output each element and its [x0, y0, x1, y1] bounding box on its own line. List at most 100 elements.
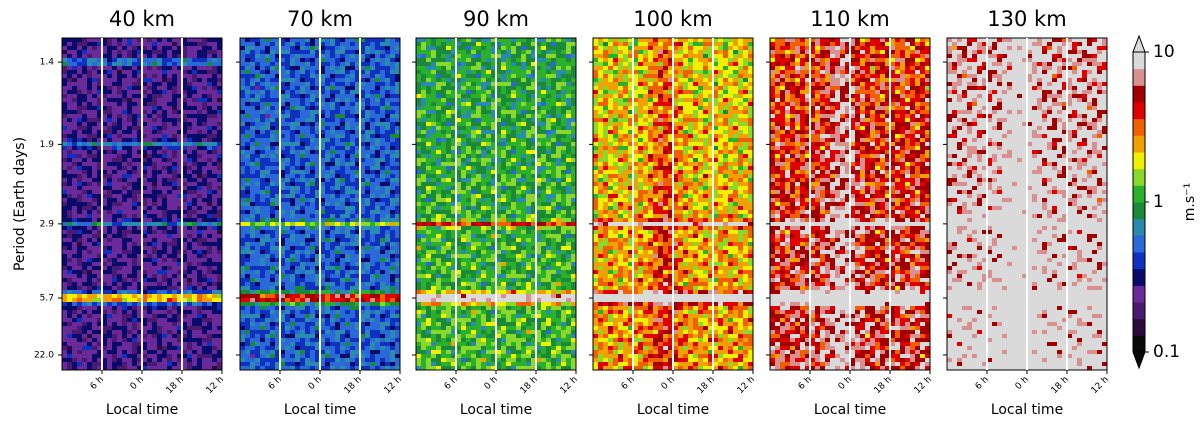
- heatmap-cell: [280, 214, 285, 218]
- heatmap-cell: [365, 114, 370, 118]
- heatmap-cell: [305, 166, 310, 170]
- heatmap-cell: [360, 238, 365, 242]
- heatmap-cell: [345, 130, 350, 134]
- heatmap-cell: [142, 162, 147, 166]
- heatmap-cell: [147, 122, 152, 126]
- heatmap-cell: [197, 170, 202, 174]
- heatmap-cell: [112, 202, 117, 206]
- heatmap-cell: [375, 178, 380, 182]
- heatmap-cell: [207, 278, 212, 282]
- heatmap-cell: [340, 102, 345, 106]
- heatmap-cell: [320, 130, 325, 134]
- heatmap-cell: [67, 294, 72, 298]
- heatmap-cell: [285, 226, 290, 230]
- heatmap-cell: [260, 318, 265, 322]
- heatmap-cell: [87, 258, 92, 262]
- heatmap-cell: [67, 98, 72, 102]
- heatmap-cell: [102, 126, 107, 130]
- heatmap-cell: [87, 170, 92, 174]
- heatmap-cell: [212, 242, 217, 246]
- heatmap-cell: [152, 346, 157, 350]
- heatmap-cell: [162, 246, 167, 250]
- heatmap-cell: [72, 250, 77, 254]
- heatmap-cell: [77, 114, 82, 118]
- heatmap-cell: [260, 270, 265, 274]
- heatmap-cell: [127, 146, 132, 150]
- heatmap-cell: [212, 278, 217, 282]
- heatmap-cell: [370, 282, 375, 286]
- heatmap-cell: [142, 114, 147, 118]
- heatmap-cell: [67, 130, 72, 134]
- heatmap-cell: [117, 234, 122, 238]
- heatmap-cell: [365, 66, 370, 70]
- heatmap-cell: [375, 66, 380, 70]
- heatmap-cell: [315, 158, 320, 162]
- heatmap-cell: [270, 62, 275, 66]
- heatmap-cell: [182, 354, 187, 358]
- heatmap-cell: [270, 274, 275, 278]
- heatmap-cell: [390, 90, 395, 94]
- heatmap-cell: [265, 170, 270, 174]
- heatmap-cell: [197, 294, 202, 298]
- heatmap-cell: [345, 286, 350, 290]
- heatmap-cell: [380, 58, 385, 62]
- heatmap-cell: [395, 82, 400, 86]
- heatmap-cell: [117, 230, 122, 234]
- heatmap-cell: [350, 58, 355, 62]
- heatmap-cell: [305, 94, 310, 98]
- heatmap-cell: [330, 310, 335, 314]
- heatmap-cell: [320, 318, 325, 322]
- heatmap-cell: [177, 342, 182, 346]
- heatmap-cell: [217, 138, 222, 142]
- heatmap-cell: [275, 126, 280, 130]
- heatmap-cell: [162, 90, 167, 94]
- heatmap-cell: [167, 94, 172, 98]
- heatmap-cell: [102, 186, 107, 190]
- heatmap-cell: [395, 106, 400, 110]
- heatmap-cell: [295, 214, 300, 218]
- heatmap-cell: [315, 166, 320, 170]
- heatmap-cell: [97, 170, 102, 174]
- heatmap-cell: [365, 110, 370, 114]
- heatmap-cell: [162, 70, 167, 74]
- heatmap-cell: [305, 226, 310, 230]
- heatmap-cell: [245, 302, 250, 306]
- heatmap-cell: [285, 154, 290, 158]
- heatmap-cell: [207, 362, 212, 366]
- heatmap-cell: [212, 130, 217, 134]
- heatmap-cell: [280, 90, 285, 94]
- heatmap-cell: [132, 330, 137, 334]
- heatmap-cell: [365, 246, 370, 250]
- heatmap-cell: [82, 86, 87, 90]
- heatmap-cell: [147, 146, 152, 150]
- heatmap-cell: [157, 122, 162, 126]
- heatmap-cell: [82, 194, 87, 198]
- heatmap-cell: [127, 298, 132, 302]
- heatmap-cell: [182, 222, 187, 226]
- heatmap-cell: [385, 174, 390, 178]
- heatmap-cell: [122, 250, 127, 254]
- heatmap-cell: [250, 218, 255, 222]
- heatmap-cell: [212, 290, 217, 294]
- heatmap-cell: [395, 238, 400, 242]
- heatmap-cell: [265, 294, 270, 298]
- heatmap-cell: [300, 250, 305, 254]
- heatmap-cell: [375, 286, 380, 290]
- heatmap-cell: [107, 354, 112, 358]
- heatmap-cell: [350, 314, 355, 318]
- heatmap-cell: [197, 90, 202, 94]
- heatmap-cell: [152, 74, 157, 78]
- heatmap-cell: [177, 202, 182, 206]
- heatmap-cell: [77, 286, 82, 290]
- heatmap-cell: [295, 90, 300, 94]
- heatmap-cell: [380, 98, 385, 102]
- heatmap-cell: [127, 330, 132, 334]
- heatmap-cell: [295, 246, 300, 250]
- heatmap-cell: [92, 122, 97, 126]
- heatmap-cell: [385, 142, 390, 146]
- heatmap-cell: [127, 314, 132, 318]
- heatmap-cell: [127, 134, 132, 138]
- heatmap-cell: [275, 302, 280, 306]
- heatmap-cell: [77, 202, 82, 206]
- heatmap-cell: [305, 262, 310, 266]
